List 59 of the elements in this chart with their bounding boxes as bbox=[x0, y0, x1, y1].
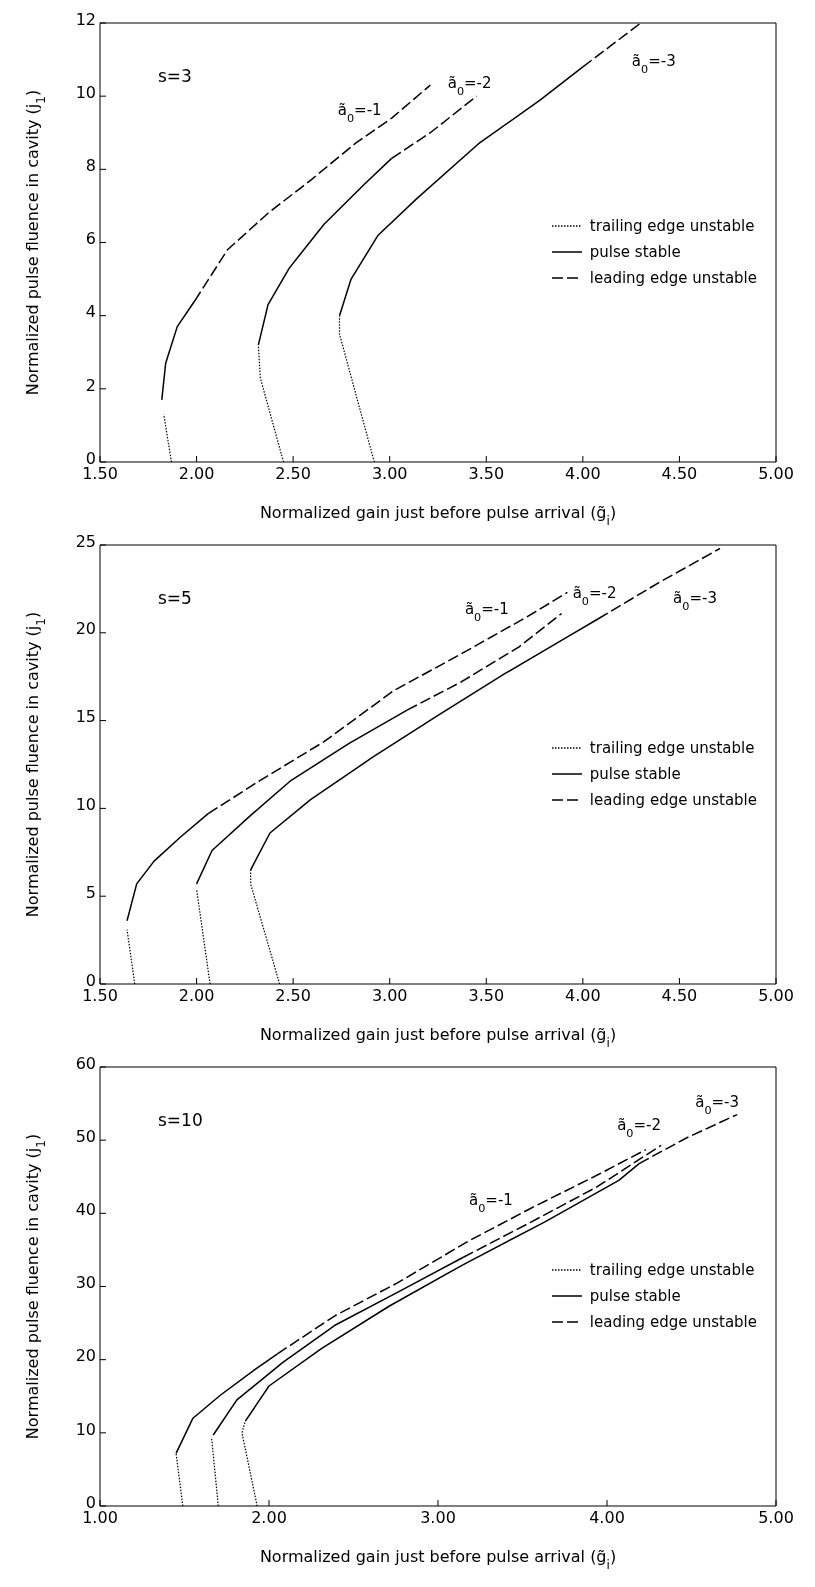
x-tick-label: 3.00 bbox=[420, 1508, 456, 1528]
x-tick-label: 3.00 bbox=[371, 986, 408, 1006]
y-tick-label: 40 bbox=[75, 1200, 96, 1220]
legend-label: pulse stable bbox=[589, 243, 681, 261]
y-tick-label: 10 bbox=[75, 82, 96, 102]
y-tick-label: 25 bbox=[75, 531, 96, 551]
x-tick-label: 5.00 bbox=[758, 464, 794, 484]
x-tick-label: 2.50 bbox=[275, 464, 311, 484]
x-tick-label: 2.00 bbox=[251, 1508, 287, 1528]
x-tick-label: 3.50 bbox=[468, 464, 505, 484]
x-tick-label: 2.50 bbox=[275, 986, 311, 1006]
legend-label: trailing edge unstable bbox=[589, 1261, 755, 1279]
x-axis-title: Normalized gain just before pulse arrival (g̃$_{i}$) bbox=[259, 503, 617, 528]
y-tick-label: 20 bbox=[75, 619, 96, 639]
annotation: s=5 bbox=[158, 588, 192, 608]
x-tick-label: 3.50 bbox=[468, 986, 505, 1006]
annotation: ã$_{0}$=-1 bbox=[337, 101, 382, 125]
y-tick-label: 12 bbox=[75, 9, 96, 29]
y-tick-label: 15 bbox=[75, 707, 96, 727]
legend-label: trailing edge unstable bbox=[589, 217, 755, 235]
x-tick-label: 5.00 bbox=[758, 986, 794, 1006]
y-tick-label: 10 bbox=[75, 1419, 96, 1439]
annotation: ã$_{0}$=-3 bbox=[673, 588, 717, 613]
legend-label: pulse stable bbox=[589, 1287, 681, 1305]
x-tick-label: 5.00 bbox=[758, 1508, 794, 1528]
y-tick-label: 6 bbox=[85, 229, 96, 249]
x-tick-label: 3.00 bbox=[371, 464, 408, 484]
annotation: ã$_{0}$=-2 bbox=[572, 584, 617, 608]
annotation: s=10 bbox=[158, 1110, 203, 1130]
annotation: ã$_{0}$=-3 bbox=[695, 1092, 740, 1117]
annotation: s=3 bbox=[158, 66, 192, 86]
x-tick-label: 4.00 bbox=[565, 986, 601, 1006]
annotation: ã$_{0}$=-2 bbox=[617, 1116, 662, 1140]
x-tick-label: 4.00 bbox=[589, 1508, 625, 1528]
y-tick-label: 30 bbox=[75, 1273, 96, 1293]
y-tick-label: 50 bbox=[75, 1126, 96, 1146]
x-tick-label: 4.00 bbox=[565, 464, 601, 484]
legend-label: pulse stable bbox=[589, 765, 681, 783]
annotation: ã$_{0}$=-3 bbox=[631, 52, 676, 76]
x-tick-label: 2.00 bbox=[178, 986, 215, 1006]
y-tick-label: 4 bbox=[85, 302, 96, 322]
y-tick-label: 20 bbox=[75, 1346, 96, 1366]
x-tick-label: 2.00 bbox=[178, 464, 215, 484]
x-tick-label: 4.50 bbox=[661, 464, 698, 484]
y-tick-label: 60 bbox=[75, 1053, 96, 1073]
legend-label: trailing edge unstable bbox=[589, 739, 755, 757]
y-tick-label: 2 bbox=[85, 375, 96, 395]
x-axis-title: Normalized gain just before pulse arrival (g̃$_{i}$) bbox=[259, 1025, 617, 1050]
legend-label: leading edge unstable bbox=[589, 791, 757, 809]
legend-label: leading edge unstable bbox=[589, 1313, 757, 1331]
annotation: ã$_{0}$=-1 bbox=[469, 1191, 513, 1215]
annotation: ã$_{0}$=-2 bbox=[447, 74, 492, 98]
legend-label: leading edge unstable bbox=[589, 269, 757, 287]
y-tick-label: 8 bbox=[85, 156, 96, 176]
y-tick-label: 5 bbox=[85, 882, 96, 902]
annotation: ã$_{0}$=-1 bbox=[464, 600, 509, 624]
y-tick-label: 10 bbox=[75, 795, 96, 815]
x-axis-title: Normalized gain just before pulse arrival (g̃$_{i}$) bbox=[259, 1547, 617, 1572]
x-tick-label: 4.50 bbox=[661, 986, 698, 1006]
